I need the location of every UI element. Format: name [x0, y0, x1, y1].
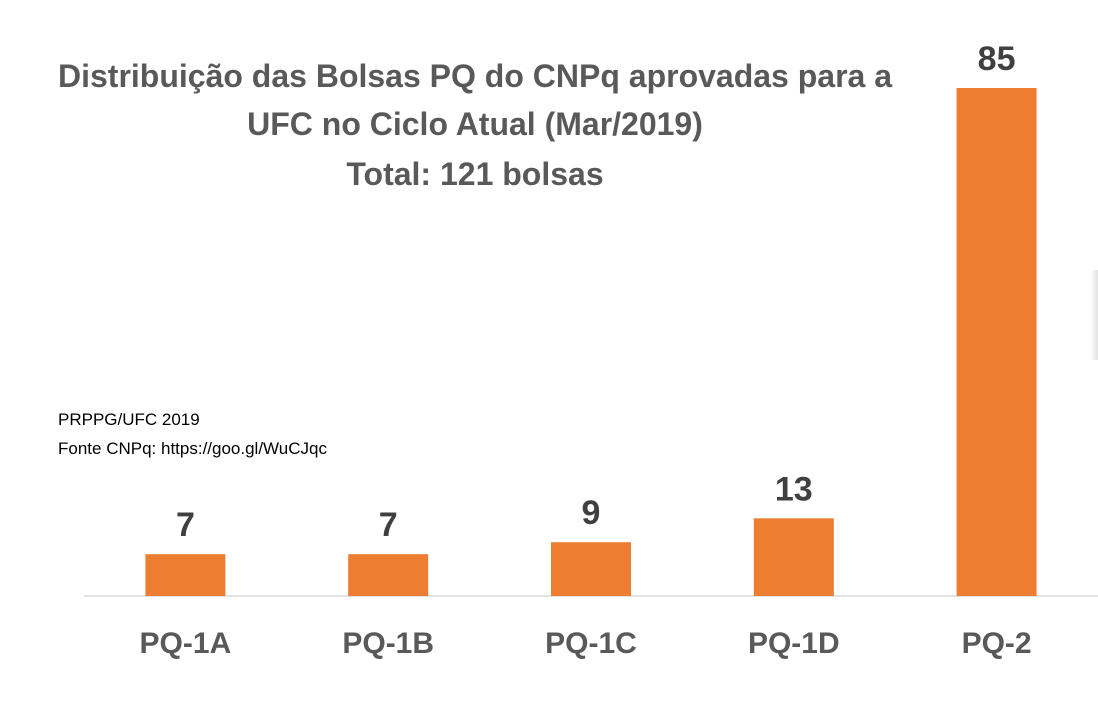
source-annotation-2: Fonte CNPq: https://goo.gl/WuCJqc	[58, 439, 327, 458]
chart-title-line-3: Total: 121 bolsas	[346, 156, 604, 192]
bar-pq-2	[956, 88, 1037, 596]
category-label-pq-1d: PQ-1D	[748, 627, 840, 660]
source-annotation-1: PRPPG/UFC 2019	[58, 410, 200, 429]
bar-pq-1c	[551, 542, 631, 596]
chart-title-line-1: Distribuição das Bolsas PQ do CNPq aprov…	[57, 58, 893, 94]
bar-pq-1b	[348, 554, 429, 596]
bar-pq-1d	[753, 518, 834, 596]
data-label-pq-1b: 7	[379, 506, 398, 544]
chart-title-line-2: UFC no Ciclo Atual (Mar/2019)	[247, 106, 703, 142]
category-label-pq-1a: PQ-1A	[140, 627, 232, 660]
category-label-pq-2: PQ-2	[962, 627, 1032, 660]
category-label-pq-1b: PQ-1B	[342, 627, 434, 660]
data-label-pq-1d: 13	[775, 470, 813, 508]
data-label-pq-2: 85	[978, 40, 1016, 78]
data-label-pq-1c: 9	[582, 494, 601, 532]
edge-shadow	[1090, 270, 1098, 360]
data-label-pq-1a: 7	[176, 506, 195, 544]
category-label-pq-1c: PQ-1C	[545, 627, 637, 660]
bar-pq-1a	[145, 554, 226, 596]
